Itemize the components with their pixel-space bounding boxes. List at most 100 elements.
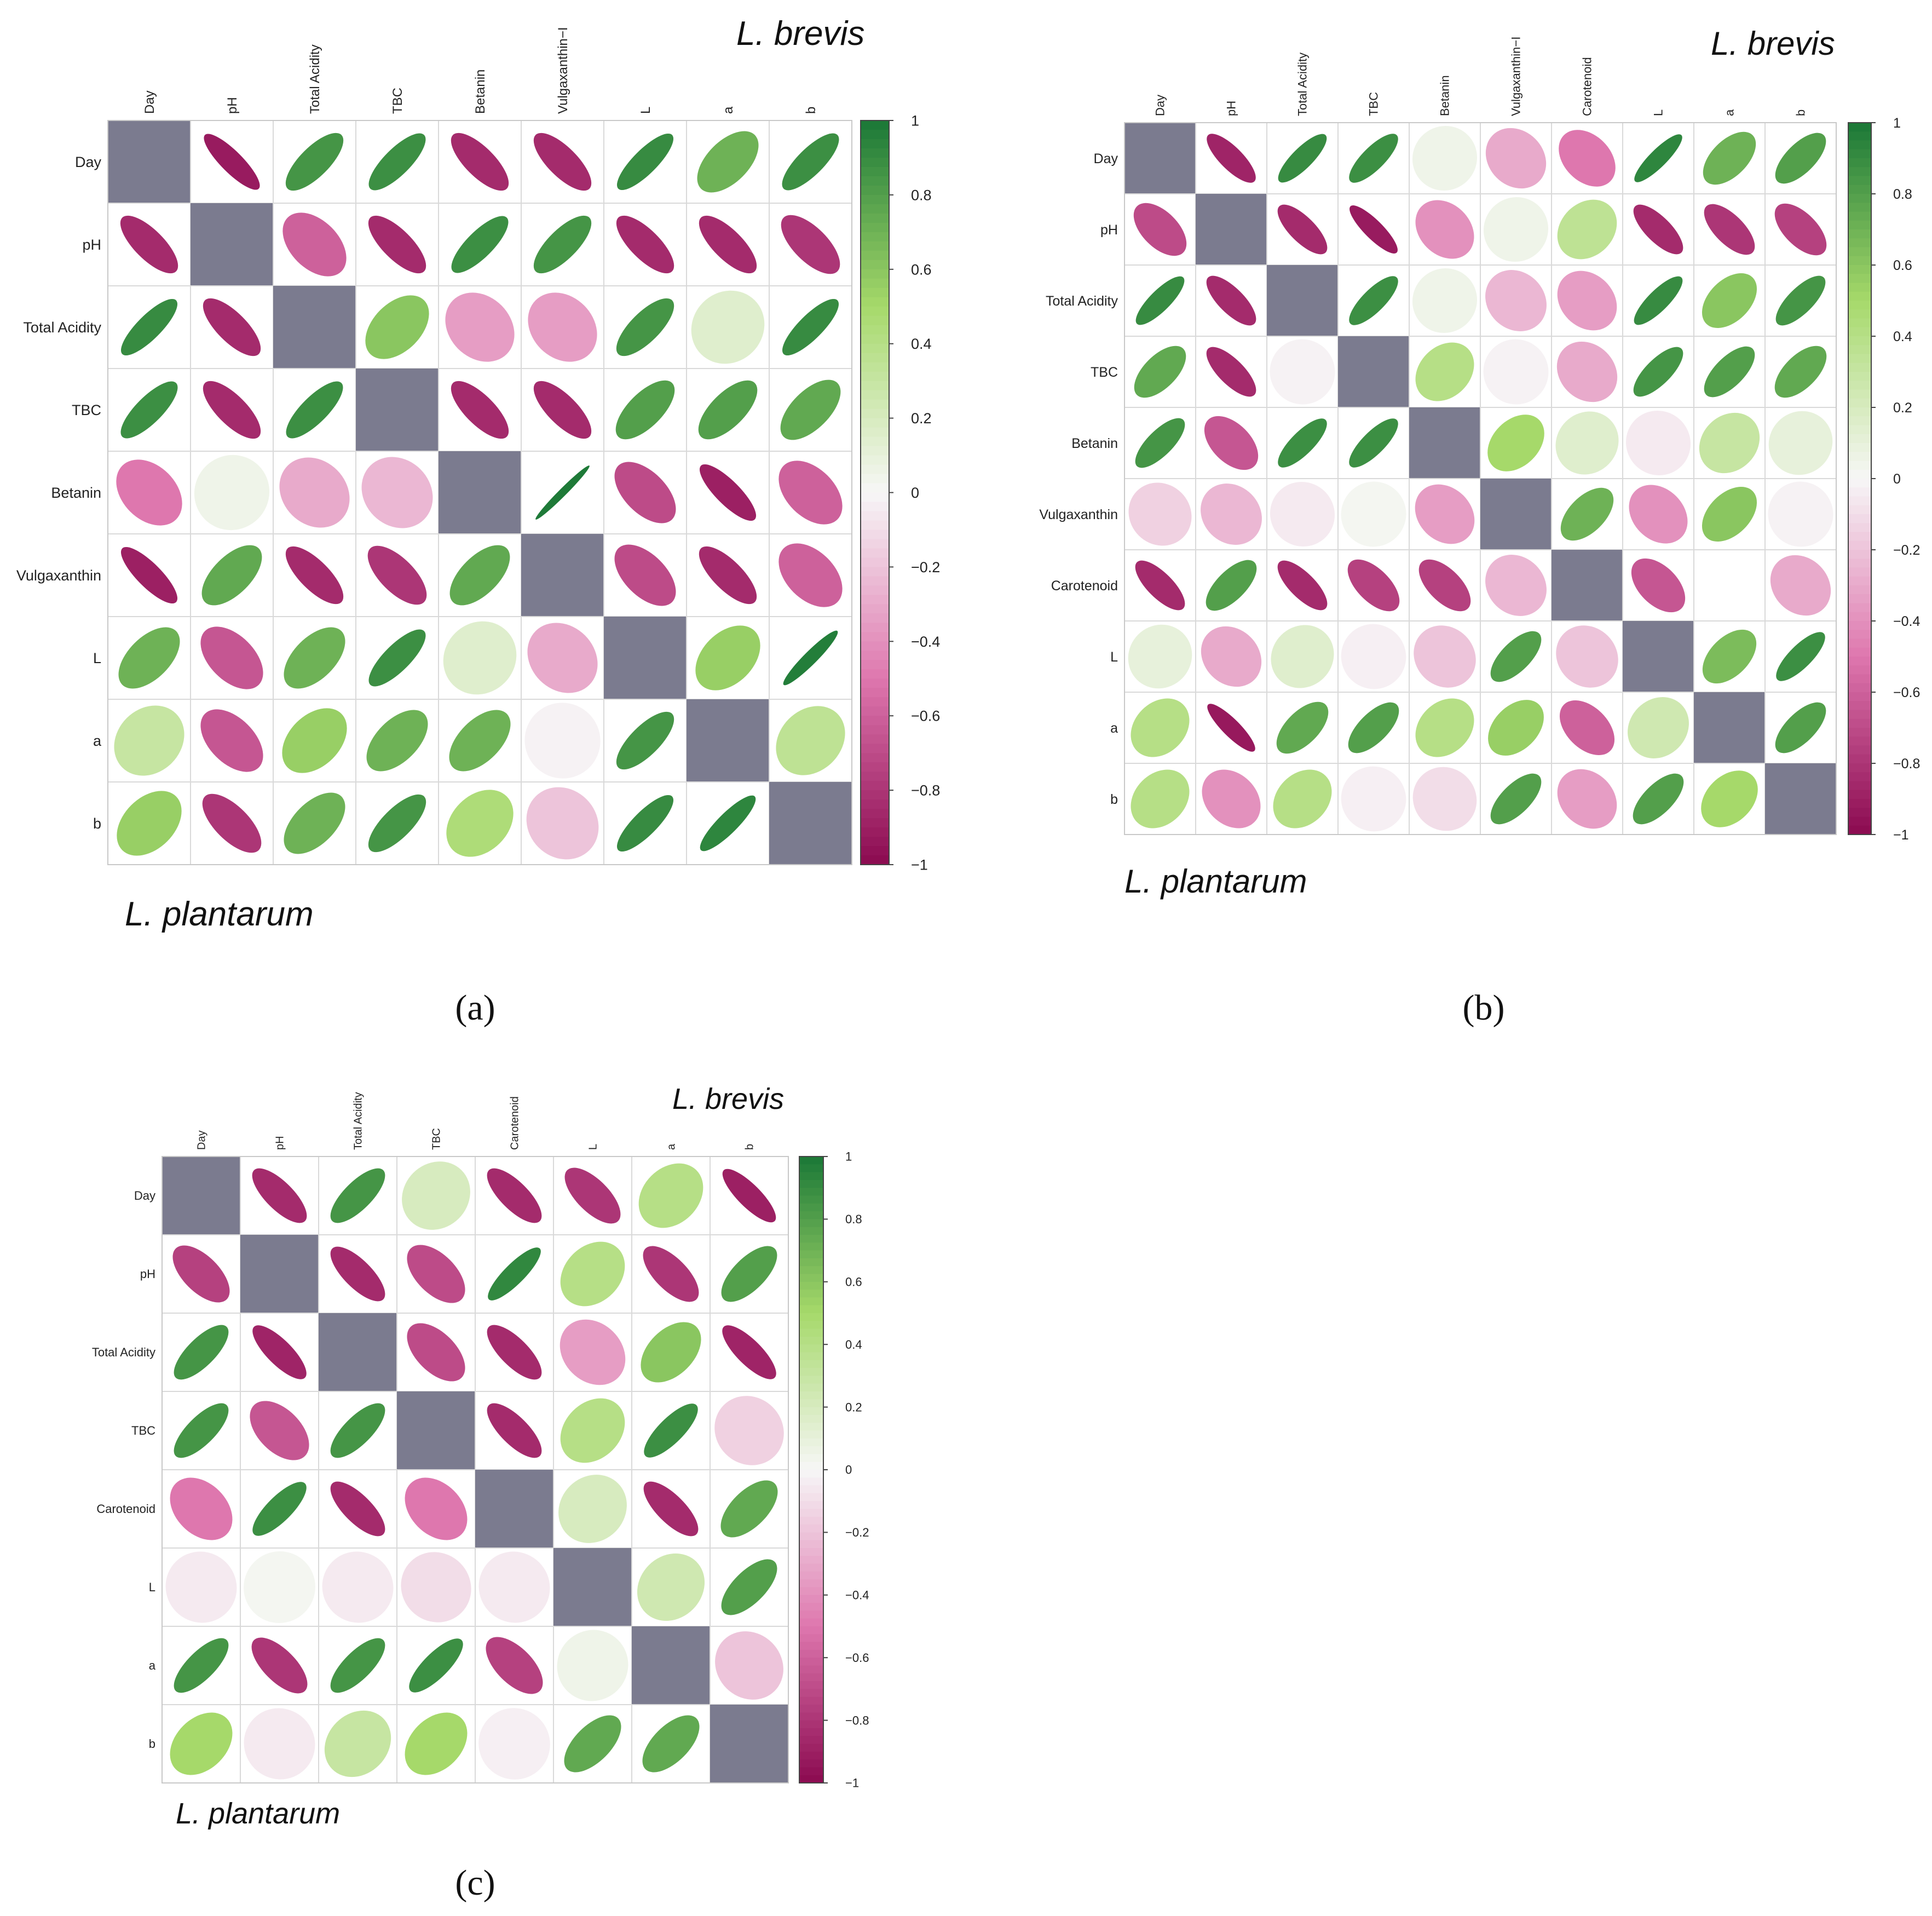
correlation-ellipse bbox=[557, 1630, 628, 1701]
colorbar-segment bbox=[1848, 443, 1871, 453]
correlation-ellipse bbox=[721, 1246, 777, 1302]
c-cell-ph-a bbox=[631, 1234, 711, 1314]
a-cell-day-tbc bbox=[355, 120, 439, 204]
column-label: b bbox=[744, 1144, 756, 1150]
correlation-ellipse bbox=[118, 627, 180, 689]
colorbar-segment bbox=[799, 1321, 823, 1330]
colorbar-segment bbox=[799, 1250, 823, 1259]
colorbar-tick-label: −1 bbox=[1893, 827, 1909, 843]
correlation-ellipse bbox=[1770, 555, 1831, 616]
c-cell-day-total-acidity bbox=[318, 1156, 397, 1235]
colorbar-segment bbox=[861, 306, 889, 317]
correlation-ellipse bbox=[528, 292, 597, 362]
colorbar-segment bbox=[799, 1235, 823, 1244]
correlation-ellipse bbox=[279, 457, 350, 528]
c-cell-b-b bbox=[710, 1705, 788, 1783]
column-label: pH bbox=[225, 97, 240, 114]
column-label: a bbox=[721, 106, 736, 114]
b-cell-betanin-l bbox=[1622, 407, 1694, 479]
b-cell-carotenoid-vulgaxanthin-i bbox=[1480, 549, 1552, 622]
matrix-border bbox=[162, 1156, 789, 1783]
correlation-ellipse bbox=[1557, 271, 1617, 331]
b-cell-l-carotenoid bbox=[1551, 620, 1623, 693]
colorbar-segment bbox=[1848, 140, 1871, 150]
colorbar-segment bbox=[799, 1203, 823, 1212]
colorbar-segment bbox=[1848, 211, 1871, 221]
colorbar-segment bbox=[799, 1642, 823, 1650]
colorbar-segment bbox=[799, 1759, 823, 1768]
colorbar-segment bbox=[1848, 469, 1871, 479]
panel-b: Day pH Total Acidity TBC Betanin Vulgaxanthin… bbox=[1039, 25, 1920, 1028]
correlation-ellipse bbox=[172, 1245, 230, 1303]
correlation-ellipse bbox=[487, 1168, 542, 1223]
colorbar-tick-label: 0.6 bbox=[911, 261, 932, 278]
row-label: Day bbox=[1094, 151, 1118, 166]
column-label: L bbox=[638, 107, 653, 114]
colorbar-segment bbox=[861, 660, 889, 670]
colorbar-segment bbox=[861, 502, 889, 512]
colorbar-segment bbox=[799, 1595, 823, 1604]
colorbar-segment bbox=[799, 1736, 823, 1745]
a-cell-betanin-day bbox=[107, 451, 191, 534]
correlation-ellipse bbox=[285, 133, 344, 191]
a-cell-l-vulgaxanthin-i bbox=[521, 616, 604, 700]
a-cell-day-ph bbox=[190, 120, 274, 204]
correlation-ellipse bbox=[120, 298, 178, 356]
colorbar-tick-label: −0.4 bbox=[1893, 614, 1920, 629]
correlation-ellipse bbox=[361, 457, 433, 528]
colorbar-segment bbox=[861, 511, 889, 521]
correlation-ellipse bbox=[1485, 270, 1547, 331]
diagonal-cell bbox=[1124, 123, 1196, 194]
b-cell-day-ph bbox=[1195, 122, 1267, 194]
colorbar-segment bbox=[799, 1179, 823, 1189]
row-label: a bbox=[93, 733, 102, 749]
diagonal-cell bbox=[1694, 692, 1765, 763]
cell-background bbox=[1693, 549, 1766, 622]
colorbar-segment bbox=[799, 1775, 823, 1783]
correlation-ellipse bbox=[1278, 134, 1327, 183]
colorbar-tick-label: −0.6 bbox=[1893, 685, 1920, 700]
row-label: TBC bbox=[1091, 365, 1118, 380]
colorbar-segment bbox=[1848, 425, 1871, 435]
correlation-ellipse bbox=[116, 459, 182, 526]
correlation-ellipse bbox=[252, 1482, 307, 1536]
colorbar-segment bbox=[1848, 274, 1871, 284]
b-cell-ph-total-acidity bbox=[1266, 193, 1339, 266]
colorbar-segment bbox=[799, 1313, 823, 1322]
correlation-ellipse bbox=[722, 1325, 776, 1379]
a-cell-total-acidity-day bbox=[107, 285, 191, 369]
b-cell-tbc-l bbox=[1622, 336, 1694, 408]
colorbar-segment bbox=[861, 269, 889, 279]
correlation-ellipse bbox=[1483, 339, 1549, 405]
c-cell-total-acidity-tbc bbox=[396, 1313, 476, 1392]
colorbar-segment bbox=[1848, 194, 1871, 204]
colorbar-segment bbox=[861, 688, 889, 698]
correlation-ellipse bbox=[252, 1325, 307, 1379]
correlation-ellipse bbox=[1555, 411, 1619, 475]
correlation-ellipse bbox=[524, 703, 601, 779]
colorbar-segment bbox=[861, 194, 889, 205]
a-cell-l-ph bbox=[190, 616, 274, 700]
colorbar-segment bbox=[861, 287, 889, 298]
correlation-ellipse bbox=[1206, 560, 1257, 611]
diagonal-cell bbox=[604, 617, 687, 699]
c-cell-carotenoid-day bbox=[162, 1469, 241, 1549]
b-cell-total-acidity-a bbox=[1693, 264, 1766, 337]
b-cell-total-acidity-day bbox=[1124, 264, 1196, 337]
correlation-ellipse bbox=[1775, 275, 1826, 326]
correlation-ellipse bbox=[1629, 485, 1688, 544]
b-cell-total-acidity-carotenoid bbox=[1551, 264, 1623, 337]
row-label: L bbox=[1110, 649, 1118, 665]
correlation-ellipse bbox=[1347, 559, 1400, 612]
correlation-ellipse bbox=[486, 1637, 543, 1694]
colorbar-tick-label: 1 bbox=[911, 112, 919, 129]
correlation-ellipse bbox=[365, 295, 429, 359]
correlation-ellipse bbox=[1134, 346, 1186, 398]
colorbar-segment bbox=[861, 613, 889, 624]
b-cell-b-a bbox=[1693, 763, 1766, 835]
colorbar-segment bbox=[1848, 621, 1871, 631]
b-cell-l-a bbox=[1693, 620, 1766, 693]
colorbar-segment bbox=[1848, 185, 1871, 194]
correlation-ellipse bbox=[282, 708, 347, 773]
colorbar-tick-label: −0.2 bbox=[1893, 543, 1920, 558]
